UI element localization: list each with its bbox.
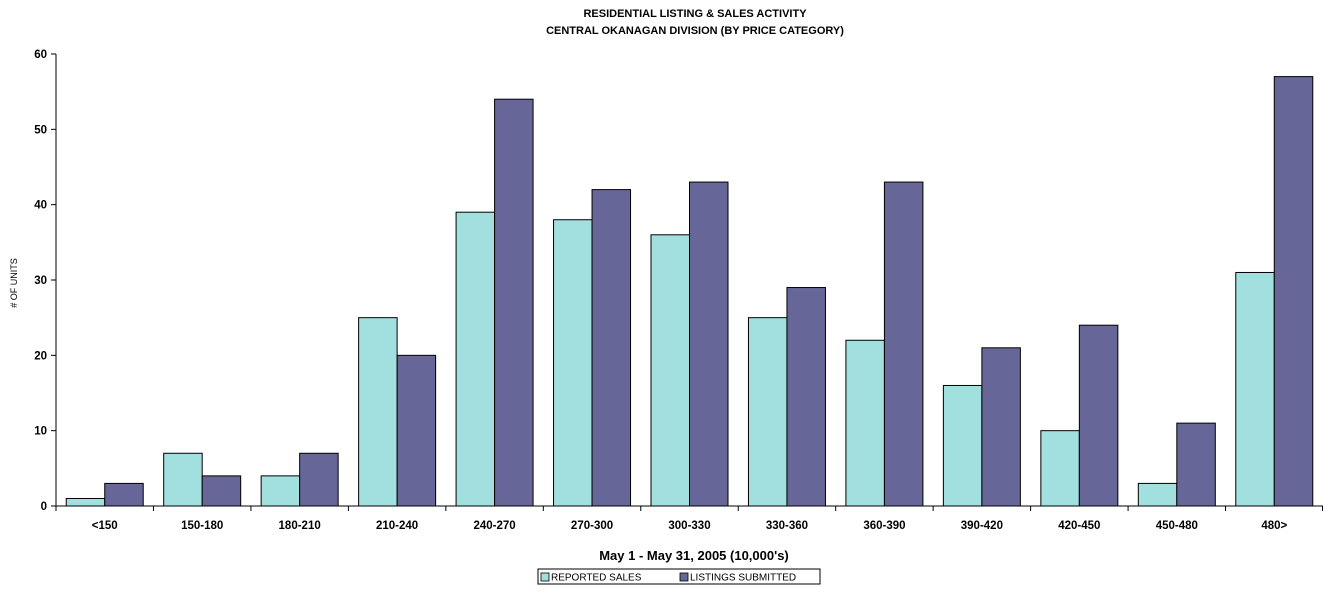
bar-listings-submitted-9 <box>981 347 1021 507</box>
y-tick-label: 0 <box>41 501 47 513</box>
y-tick-label: 60 <box>34 49 47 61</box>
bar-reported-sales-7 <box>747 317 788 507</box>
chart-subtitle: CENTRAL OKANAGAN DIVISION (BY PRICE CATE… <box>546 25 844 37</box>
x-tick-label: 180-210 <box>279 520 321 532</box>
bar-reported-sales-12 <box>1235 271 1275 507</box>
bar-listings-submitted-8 <box>883 181 924 507</box>
bar-reported-sales-0 <box>65 497 106 507</box>
x-tick-label: <150 <box>92 520 118 532</box>
x-tick-label: 480> <box>1261 520 1287 532</box>
x-tick-label: 390-420 <box>961 520 1003 532</box>
bar-reported-sales-2 <box>260 475 301 507</box>
legend-swatch-listings-submitted <box>679 572 689 582</box>
chart-title: RESIDENTIAL LISTING & SALES ACTIVITY <box>583 8 807 20</box>
x-tick-label: 210-240 <box>376 520 418 532</box>
bar-reported-sales-9 <box>942 384 983 507</box>
bar-listings-submitted-5 <box>591 189 632 507</box>
legend-label-listings-submitted: LISTINGS SUBMITTED <box>690 573 796 584</box>
bar-listings-submitted-1 <box>201 475 242 507</box>
bar-reported-sales-4 <box>455 211 496 507</box>
bar-reported-sales-1 <box>163 452 203 507</box>
bar-reported-sales-8 <box>845 339 885 507</box>
bar-listings-submitted-10 <box>1078 324 1119 507</box>
bar-listings-submitted-0 <box>104 482 144 507</box>
bar-reported-sales-6 <box>650 234 690 507</box>
x-tick-label: 360-390 <box>863 520 905 532</box>
y-tick-label: 10 <box>34 426 47 438</box>
bar-listings-submitted-12 <box>1273 76 1314 507</box>
x-tick-label: 420-450 <box>1058 520 1100 532</box>
x-tick-label: 330-360 <box>766 520 808 532</box>
y-tick-label: 20 <box>34 350 47 362</box>
y-tick-label: 30 <box>34 275 47 287</box>
bar-listings-submitted-3 <box>396 354 437 507</box>
y-tick-label: 50 <box>34 124 47 136</box>
bar-listings-submitted-11 <box>1176 422 1216 507</box>
bar-reported-sales-5 <box>553 219 593 507</box>
x-tick-label: 150-180 <box>181 520 223 532</box>
bar-listings-submitted-6 <box>689 181 729 507</box>
bar-listings-submitted-7 <box>786 287 826 507</box>
x-tick-label: 450-480 <box>1156 520 1198 532</box>
legend-label-reported-sales: REPORTED SALES <box>551 573 642 584</box>
bar-reported-sales-10 <box>1040 430 1080 507</box>
bar-listings-submitted-4 <box>494 98 534 507</box>
bar-reported-sales-3 <box>358 317 398 507</box>
y-axis-label: # OF UNITS <box>9 258 19 308</box>
x-tick-label: 240-270 <box>473 520 515 532</box>
bar-listings-submitted-2 <box>299 452 339 507</box>
x-axis-label: May 1 - May 31, 2005 (10,000's) <box>599 548 789 563</box>
legend: REPORTED SALES LISTINGS SUBMITTED <box>537 568 821 585</box>
bar-reported-sales-11 <box>1137 482 1178 507</box>
plot-area: 0 10 20 30 40 50 60 <150 150-180 180-210 210-240 24… <box>34 49 1323 532</box>
x-tick-label: 270-300 <box>571 520 613 532</box>
legend-box <box>537 568 821 585</box>
y-tick-label: 40 <box>34 200 47 212</box>
legend-swatch-reported-sales <box>540 572 550 582</box>
x-tick-label: 300-330 <box>668 520 710 532</box>
